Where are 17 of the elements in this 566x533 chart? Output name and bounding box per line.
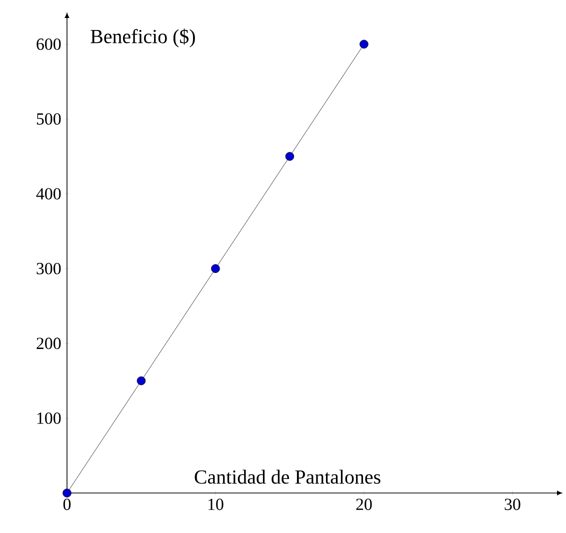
x-axis-title: Cantidad de Pantalones — [194, 470, 380, 484]
y-axis-title: Beneficio ($) — [90, 28, 195, 48]
x-tick-label: 20 — [356, 498, 372, 510]
y-tick-label: 500 — [36, 113, 61, 125]
point — [211, 264, 220, 273]
point — [285, 152, 294, 161]
y-tick-label: 300 — [36, 262, 61, 274]
point — [136, 376, 146, 386]
x-tick-label: 0 — [63, 498, 71, 510]
y-tick-label: 200 — [36, 338, 61, 350]
x-tick-label: 10 — [208, 498, 224, 510]
point — [62, 488, 72, 498]
y-tick-label: 600 — [36, 38, 61, 50]
y-tick-label: 400 — [36, 188, 61, 200]
x-tick-label: 30 — [504, 498, 520, 510]
y-tick-label: 100 — [37, 412, 61, 424]
point — [360, 40, 368, 49]
